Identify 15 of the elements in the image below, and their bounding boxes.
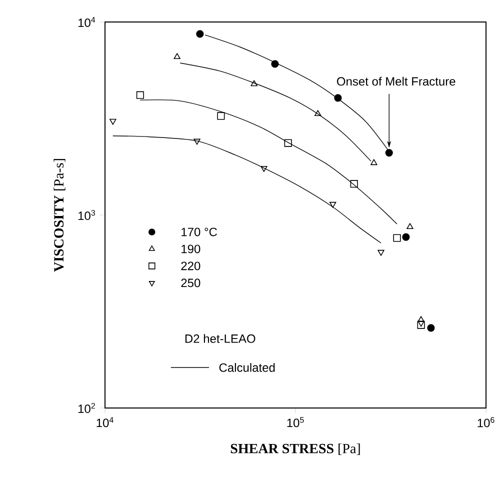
x-tick-label: 10$^{5}$ bbox=[287, 417, 304, 428]
legend-label: Calculated bbox=[219, 363, 275, 372]
legend-label: 170 °C bbox=[182, 228, 217, 236]
legend-label: 250 bbox=[181, 278, 200, 288]
legend-label: 220 bbox=[181, 262, 200, 270]
legend-label: 190 bbox=[182, 244, 200, 254]
x-tick-label: 10$^{6}$ bbox=[478, 417, 494, 428]
x-axis-title: SHEAR STRESS [Pa] bbox=[230, 443, 360, 456]
y-axis-title: VISCOSITY [Pa-s] bbox=[54, 159, 66, 272]
legend-title: D2 het-LEAO bbox=[185, 334, 256, 343]
annotation: Onset of Melt Fracture bbox=[336, 76, 456, 86]
x-tick-label: 10$^{4}$ bbox=[96, 417, 114, 428]
y-tick-label: 10$^{4}$ bbox=[78, 16, 96, 27]
y-tick-label: 10$^{3}$ bbox=[78, 210, 95, 220]
y-tick-label: 10$^{2}$ bbox=[78, 402, 95, 414]
